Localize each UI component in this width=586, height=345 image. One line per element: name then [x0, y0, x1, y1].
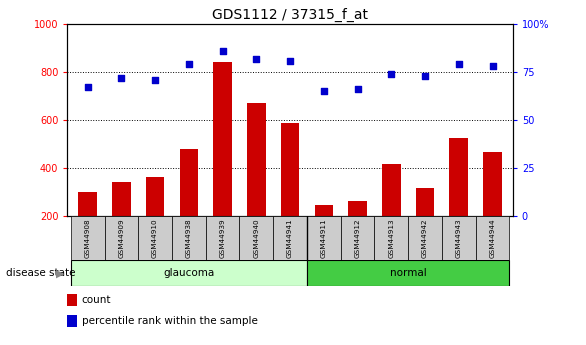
- Point: [454, 62, 464, 67]
- Bar: [104, 216, 138, 260]
- Bar: [79, 192, 97, 216]
- Text: GSM44912: GSM44912: [355, 218, 360, 258]
- Point: [387, 71, 396, 77]
- Text: GSM44911: GSM44911: [321, 218, 327, 258]
- Text: normal: normal: [390, 268, 427, 278]
- Text: GSM44939: GSM44939: [220, 218, 226, 258]
- Bar: [408, 216, 442, 260]
- Bar: [206, 216, 240, 260]
- Text: GSM44943: GSM44943: [456, 218, 462, 258]
- Text: count: count: [81, 295, 111, 305]
- Bar: [112, 182, 131, 216]
- Point: [83, 85, 93, 90]
- Text: glaucoma: glaucoma: [163, 268, 214, 278]
- Text: GSM44909: GSM44909: [118, 218, 124, 258]
- Bar: [449, 138, 468, 216]
- Bar: [307, 216, 340, 260]
- Point: [319, 88, 329, 94]
- Bar: [67, 294, 77, 306]
- Bar: [374, 216, 408, 260]
- Point: [420, 73, 430, 79]
- Bar: [138, 216, 172, 260]
- Title: GDS1112 / 37315_f_at: GDS1112 / 37315_f_at: [212, 8, 368, 22]
- Bar: [442, 216, 476, 260]
- Point: [353, 87, 362, 92]
- Point: [285, 58, 295, 63]
- Point: [218, 48, 227, 54]
- Bar: [67, 315, 77, 327]
- Text: GSM44942: GSM44942: [422, 218, 428, 258]
- Bar: [179, 149, 198, 216]
- Bar: [315, 205, 333, 216]
- Bar: [307, 260, 509, 286]
- Text: ▶: ▶: [56, 268, 64, 278]
- Bar: [348, 201, 367, 216]
- Text: GSM44944: GSM44944: [489, 218, 496, 258]
- Point: [251, 56, 261, 61]
- Bar: [71, 260, 307, 286]
- Bar: [483, 152, 502, 216]
- Bar: [71, 216, 104, 260]
- Bar: [415, 188, 434, 216]
- Text: GSM44910: GSM44910: [152, 218, 158, 258]
- Text: GSM44940: GSM44940: [253, 218, 260, 258]
- Point: [488, 63, 497, 69]
- Bar: [273, 216, 307, 260]
- Point: [151, 77, 160, 82]
- Text: GSM44908: GSM44908: [84, 218, 91, 258]
- Point: [184, 62, 193, 67]
- Bar: [247, 103, 265, 216]
- Bar: [281, 124, 299, 216]
- Text: percentile rank within the sample: percentile rank within the sample: [81, 316, 257, 326]
- Bar: [340, 216, 374, 260]
- Bar: [146, 177, 165, 216]
- Bar: [172, 216, 206, 260]
- Text: GSM44938: GSM44938: [186, 218, 192, 258]
- Bar: [476, 216, 509, 260]
- Bar: [240, 216, 273, 260]
- Text: GSM44941: GSM44941: [287, 218, 293, 258]
- Point: [117, 75, 126, 80]
- Bar: [213, 62, 232, 216]
- Text: GSM44913: GSM44913: [389, 218, 394, 258]
- Text: disease state: disease state: [6, 268, 76, 278]
- Bar: [382, 164, 401, 216]
